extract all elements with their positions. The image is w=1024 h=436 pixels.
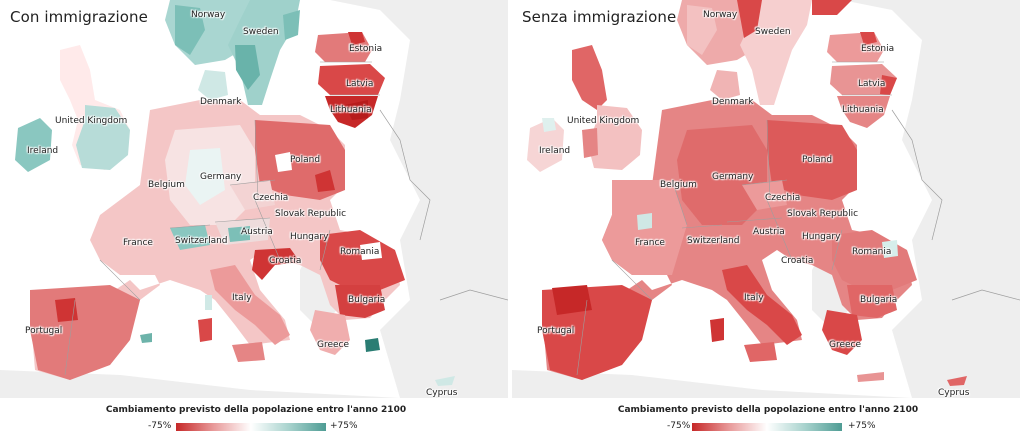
country-label-romania: Romania — [340, 247, 380, 257]
country-label-hungary: Hungary — [290, 232, 329, 242]
country-label-belgium: Belgium — [660, 180, 697, 190]
legend-scale: -75% +75% — [512, 420, 1024, 434]
country-label-poland: Poland — [290, 155, 321, 165]
country-label-croatia: Croatia — [781, 256, 814, 266]
country-label-estonia: Estonia — [349, 44, 383, 54]
country-label-slovak-republic: Slovak Republic — [787, 209, 859, 219]
country-label-poland: Poland — [802, 155, 833, 165]
legend-gradient-bar — [692, 423, 842, 431]
country-label-austria: Austria — [241, 227, 273, 237]
country-label-greece: Greece — [829, 340, 862, 350]
country-label-latvia: Latvia — [858, 79, 886, 89]
country-label-estonia: Estonia — [861, 44, 895, 54]
country-label-belgium: Belgium — [148, 180, 185, 190]
country-label-united-kingdom: United Kingdom — [55, 116, 128, 126]
country-label-norway: Norway — [703, 10, 738, 20]
country-label-cyprus: Cyprus — [938, 388, 970, 398]
country-label-norway: Norway — [191, 10, 226, 20]
country-label-austria: Austria — [753, 227, 785, 237]
legend-title: Cambiamento previsto della popolazione e… — [105, 405, 407, 415]
legend: Cambiamento previsto della popolazione e… — [512, 403, 1024, 436]
country-label-greece: Greece — [317, 340, 350, 350]
country-label-france: France — [123, 238, 153, 248]
country-label-germany: Germany — [200, 172, 242, 182]
panel-without-immigration: Norway Sweden Estonia Latvia Denmark Lit… — [512, 0, 1024, 436]
map-svg — [0, 0, 508, 398]
legend: Cambiamento previsto della popolazione e… — [0, 403, 512, 436]
panel-title: Con immigrazione — [10, 8, 148, 26]
panel-with-immigration: Norway Sweden Estonia Latvia Denmark Lit… — [0, 0, 512, 436]
legend-max-label: +75% — [848, 421, 876, 431]
legend-min-label: -75% — [148, 421, 172, 431]
country-label-france: France — [635, 238, 665, 248]
country-label-latvia: Latvia — [346, 79, 374, 89]
legend-title: Cambiamento previsto della popolazione e… — [617, 405, 919, 415]
country-label-sweden: Sweden — [755, 27, 791, 37]
choropleth-map-without-immigration: Norway Sweden Estonia Latvia Denmark Lit… — [512, 0, 1020, 398]
panel-title: Senza immigrazione — [522, 8, 677, 26]
country-label-switzerland: Switzerland — [687, 236, 740, 246]
legend-max-label: +75% — [330, 421, 358, 431]
country-label-portugal: Portugal — [537, 326, 575, 336]
legend-scale: -75% +75% — [0, 420, 512, 434]
country-label-czechia: Czechia — [253, 193, 289, 203]
country-label-lithuania: Lithuania — [330, 105, 372, 115]
legend-min-label: -75% — [667, 421, 691, 431]
country-label-cyprus: Cyprus — [426, 388, 458, 398]
country-label-slovak-republic: Slovak Republic — [275, 209, 347, 219]
country-label-italy: Italy — [232, 293, 252, 303]
country-label-bulgaria: Bulgaria — [348, 295, 386, 305]
country-label-germany: Germany — [712, 172, 754, 182]
country-label-bulgaria: Bulgaria — [860, 295, 898, 305]
choropleth-map-with-immigration: Norway Sweden Estonia Latvia Denmark Lit… — [0, 0, 508, 398]
country-label-united-kingdom: United Kingdom — [567, 116, 640, 126]
country-label-portugal: Portugal — [25, 326, 63, 336]
map-svg — [512, 0, 1020, 398]
country-label-ireland: Ireland — [539, 146, 571, 156]
country-label-croatia: Croatia — [269, 256, 302, 266]
country-label-sweden: Sweden — [243, 27, 279, 37]
country-label-italy: Italy — [744, 293, 764, 303]
country-label-hungary: Hungary — [802, 232, 841, 242]
country-label-lithuania: Lithuania — [842, 105, 884, 115]
country-label-denmark: Denmark — [200, 97, 242, 107]
country-label-romania: Romania — [852, 247, 892, 257]
country-label-czechia: Czechia — [765, 193, 801, 203]
country-label-switzerland: Switzerland — [175, 236, 228, 246]
country-label-denmark: Denmark — [712, 97, 754, 107]
legend-gradient-bar — [176, 423, 326, 431]
country-label-ireland: Ireland — [27, 146, 59, 156]
